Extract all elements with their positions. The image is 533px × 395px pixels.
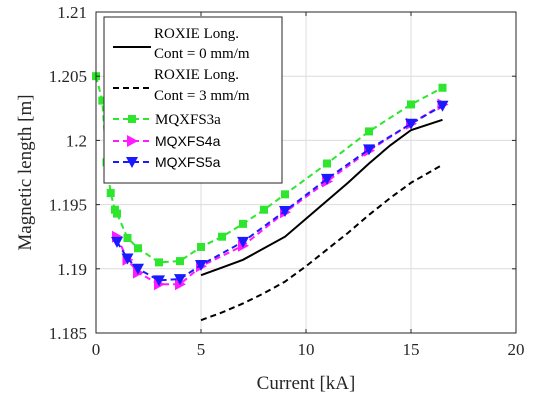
legend-label-line2: Cont = 0 mm/m (154, 46, 250, 62)
legend-label: MQXFS3a (155, 112, 221, 128)
data-point (195, 259, 207, 271)
data-point (237, 236, 249, 248)
legend-entry-4: MQXFS4a (113, 133, 221, 149)
data-point (323, 159, 331, 168)
y-tick-label: 1.205 (49, 67, 87, 86)
legend-label: MQXFS5a (155, 154, 221, 170)
data-point (260, 205, 268, 214)
data-point (218, 232, 226, 241)
legend-entry-2: ROXIE Long. Cont = 3 mm/m (113, 67, 250, 104)
data-point (126, 157, 138, 168)
x-tick-label: 10 (298, 340, 315, 359)
data-point (106, 189, 115, 198)
data-point (175, 278, 186, 291)
legend: ROXIE Long. Cont = 0 mm/m ROXIE Long. Cont … (103, 16, 283, 184)
legend-entry-3: MQXFS3a (113, 112, 221, 128)
legend-label: ROXIE Long. (154, 26, 239, 42)
data-point (113, 209, 121, 218)
ticks: 0 5 10 15 20 1.185 1.19 1.195 1.2 1.205 1.21 (49, 3, 525, 359)
data-point (153, 275, 165, 287)
y-tick-label: 1.19 (57, 260, 87, 279)
data-point (127, 135, 138, 147)
data-point (197, 242, 205, 251)
y-tick-label: 1.185 (49, 324, 87, 343)
data-point (405, 118, 417, 130)
y-tick-label: 1.21 (57, 3, 87, 22)
data-point (281, 190, 289, 199)
legend-box (103, 16, 283, 184)
data-point (134, 244, 142, 253)
data-point (98, 96, 107, 105)
data-point (174, 274, 186, 286)
data-point (128, 115, 136, 123)
y-tick-label: 1.195 (49, 196, 87, 215)
data-point (132, 263, 144, 275)
legend-entry-5: MQXFS5a (113, 154, 221, 170)
legend-entry-1: ROXIE Long. Cont = 0 mm/m (113, 26, 250, 62)
data-point (407, 100, 415, 109)
data-point (123, 233, 132, 242)
data-point (279, 206, 291, 218)
legend-label-line2: Cont = 3 mm/m (154, 88, 250, 104)
data-point (176, 257, 184, 266)
x-axis-label: Current [kA] (257, 373, 356, 394)
data-point (239, 219, 247, 228)
data-point (365, 127, 373, 136)
x-tick-label: 20 (508, 340, 525, 359)
x-tick-label: 5 (197, 340, 206, 359)
series-1 (200, 118, 443, 277)
series-line (200, 163, 443, 322)
series-5 (111, 100, 449, 287)
series-line (200, 118, 443, 277)
data-point (436, 100, 449, 112)
data-point (321, 173, 333, 185)
series-2 (200, 163, 443, 322)
legend-label: ROXIE Long. (154, 67, 239, 83)
data-point (155, 258, 163, 267)
y-tick-label: 1.2 (66, 131, 87, 150)
legend-label: MQXFS4a (155, 133, 221, 149)
x-tick-label: 15 (403, 340, 420, 359)
data-point (121, 253, 134, 265)
data-point (363, 144, 375, 156)
data-point (111, 236, 123, 248)
series-layer (92, 72, 449, 322)
x-tick-label: 0 (92, 340, 101, 359)
y-axis-label: Magnetic length [m] (15, 94, 36, 250)
data-point (438, 83, 447, 92)
